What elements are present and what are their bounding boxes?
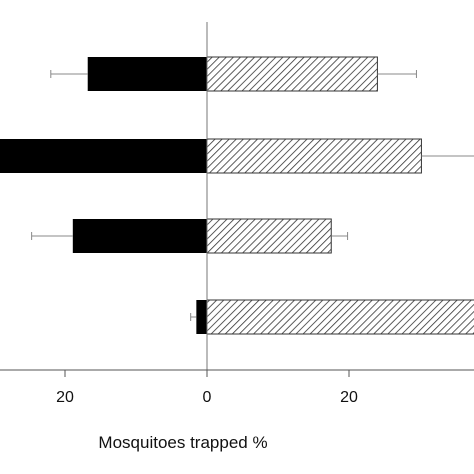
bar-right-2 bbox=[206, 138, 422, 174]
x-axis-ticks: 20 0 20 bbox=[56, 370, 358, 406]
bar-right-4 bbox=[206, 299, 474, 335]
x-axis-title: Mosquitoes trapped % bbox=[98, 433, 267, 452]
x-tick-label-1: 20 bbox=[56, 389, 74, 406]
x-tick-label-3: 20 bbox=[340, 389, 358, 406]
bar-left-2 bbox=[0, 139, 207, 173]
bar-right-3 bbox=[206, 218, 332, 254]
bar-right-1 bbox=[206, 56, 378, 92]
plot-area bbox=[0, 56, 474, 335]
bar-left-3 bbox=[72, 219, 207, 253]
bar-left-1 bbox=[87, 57, 207, 91]
bar-left-4 bbox=[196, 300, 207, 334]
x-tick-label-2: 0 bbox=[203, 389, 212, 406]
